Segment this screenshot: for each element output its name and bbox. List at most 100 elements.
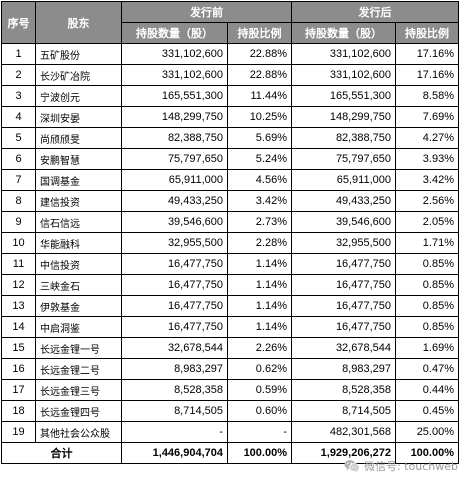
cell-seq: 13: [1, 295, 36, 317]
cell-seq: 11: [1, 253, 36, 275]
cell-holder: 其他社会公众股: [35, 421, 122, 443]
cell-after-ratio: 7.69%: [395, 106, 459, 128]
shareholder-table: 序号 股东 发行前 发行后 持股数量（股） 持股比例 持股数量（股） 持股比例 …: [1, 1, 459, 464]
cell-seq: 9: [1, 211, 36, 233]
header-holder: 股东: [35, 1, 122, 44]
table-row: 11 中信投资 16,477,750 1.14% 16,477,750 0.85%: [1, 253, 459, 275]
cell-after-shares: 8,983,297: [291, 358, 396, 380]
cell-after-shares: 331,102,600: [291, 43, 396, 65]
cell-before-ratio: 10.25%: [227, 106, 292, 128]
cell-before-shares: 8,714,505: [121, 400, 228, 422]
cell-seq: 15: [1, 337, 36, 359]
cell-holder: 华能融科: [35, 232, 122, 254]
cell-after-shares: 165,551,300: [291, 85, 396, 107]
cell-holder: 长远金锂四号: [35, 400, 122, 422]
cell-seq: 6: [1, 148, 36, 170]
table-row: 7 国调基金 65,911,000 4.56% 65,911,000 3.42%: [1, 169, 459, 191]
cell-before-ratio: 22.88%: [227, 64, 292, 86]
cell-after-shares: 331,102,600: [291, 64, 396, 86]
cell-holder: 深圳安晏: [35, 106, 122, 128]
header-after: 发行后: [291, 1, 459, 23]
cell-after-ratio: 25.00%: [395, 421, 459, 443]
cell-seq: 12: [1, 274, 36, 296]
watermark-text: 微信号: touchweb: [364, 460, 458, 473]
cell-before-ratio: 1.14%: [227, 316, 292, 338]
header-before-shares: 持股数量（股）: [121, 22, 228, 44]
cell-before-ratio: 2.26%: [227, 337, 292, 359]
cell-seq: 16: [1, 358, 36, 380]
cell-before-shares: 16,477,750: [121, 253, 228, 275]
cell-holder: 建信投资: [35, 190, 122, 212]
cell-after-ratio: 0.85%: [395, 274, 459, 296]
cell-before-shares: 39,546,600: [121, 211, 228, 233]
cell-holder: 中信投资: [35, 253, 122, 275]
cell-seq: 18: [1, 400, 36, 422]
table-row: 3 宁波创元 165,551,300 11.44% 165,551,300 8.58%: [1, 85, 459, 107]
cell-before-ratio: -: [227, 421, 292, 443]
cell-after-shares: 32,678,544: [291, 337, 396, 359]
cell-after-shares: 39,546,600: [291, 211, 396, 233]
table-row: 8 建信投资 49,433,250 3.42% 49,433,250 2.56%: [1, 190, 459, 212]
cell-holder: 尚颀颀旻: [35, 127, 122, 149]
cell-seq: 7: [1, 169, 36, 191]
table-row: 16 长远金锂二号 8,983,297 0.62% 8,983,297 0.47%: [1, 358, 459, 380]
table-row: 9 信石信远 39,546,600 2.73% 39,546,600 2.05%: [1, 211, 459, 233]
table-header: 序号 股东 发行前 发行后 持股数量（股） 持股比例 持股数量（股） 持股比例: [1, 1, 459, 44]
watermark: 微信号: touchweb: [344, 458, 458, 474]
table-row: 4 深圳安晏 148,299,750 10.25% 148,299,750 7.69%: [1, 106, 459, 128]
table-body: 1 五矿股份 331,102,600 22.88% 331,102,600 17.16% 2…: [1, 43, 459, 464]
cell-after-shares: 482,301,568: [291, 421, 396, 443]
total-label: 合计: [1, 442, 122, 464]
cell-after-shares: 16,477,750: [291, 295, 396, 317]
table-row: 2 长沙矿冶院 331,102,600 22.88% 331,102,600 17.16%: [1, 64, 459, 86]
cell-before-ratio: 0.59%: [227, 379, 292, 401]
total-after-ratio: 100.00%: [395, 442, 459, 464]
cell-before-shares: 165,551,300: [121, 85, 228, 107]
cell-after-shares: 65,911,000: [291, 169, 396, 191]
table-row: 10 华能融科 32,955,500 2.28% 32,955,500 1.71%: [1, 232, 459, 254]
cell-before-shares: 16,477,750: [121, 274, 228, 296]
cell-before-shares: 65,911,000: [121, 169, 228, 191]
cell-before-shares: 32,955,500: [121, 232, 228, 254]
cell-before-shares: 16,477,750: [121, 316, 228, 338]
cell-after-shares: 49,433,250: [291, 190, 396, 212]
cell-after-ratio: 0.85%: [395, 295, 459, 317]
cell-holder: 安鹏智慧: [35, 148, 122, 170]
cell-before-ratio: 0.62%: [227, 358, 292, 380]
cell-before-shares: 49,433,250: [121, 190, 228, 212]
header-after-ratio: 持股比例: [395, 22, 459, 44]
cell-after-shares: 16,477,750: [291, 316, 396, 338]
cell-after-ratio: 2.05%: [395, 211, 459, 233]
cell-before-ratio: 1.14%: [227, 253, 292, 275]
cell-after-ratio: 3.42%: [395, 169, 459, 191]
cell-holder: 长远金锂一号: [35, 337, 122, 359]
cell-after-ratio: 4.27%: [395, 127, 459, 149]
cell-after-ratio: 0.47%: [395, 358, 459, 380]
cell-before-ratio: 0.60%: [227, 400, 292, 422]
header-seq: 序号: [1, 1, 36, 44]
cell-after-ratio: 0.85%: [395, 253, 459, 275]
cell-before-ratio: 4.56%: [227, 169, 292, 191]
cell-after-shares: 75,797,650: [291, 148, 396, 170]
cell-before-ratio: 2.73%: [227, 211, 292, 233]
cell-holder: 伊敦基金: [35, 295, 122, 317]
cell-seq: 14: [1, 316, 36, 338]
cell-holder: 信石信远: [35, 211, 122, 233]
total-before-ratio: 100.00%: [227, 442, 292, 464]
header-before-ratio: 持股比例: [227, 22, 292, 44]
cell-seq: 3: [1, 85, 36, 107]
cell-seq: 10: [1, 232, 36, 254]
wechat-icon: [344, 460, 360, 473]
cell-seq: 8: [1, 190, 36, 212]
cell-after-shares: 16,477,750: [291, 253, 396, 275]
cell-before-ratio: 5.69%: [227, 127, 292, 149]
cell-after-ratio: 1.69%: [395, 337, 459, 359]
cell-holder: 长远金锂三号: [35, 379, 122, 401]
cell-before-shares: 331,102,600: [121, 64, 228, 86]
header-after-shares: 持股数量（股）: [291, 22, 396, 44]
cell-before-ratio: 5.24%: [227, 148, 292, 170]
cell-before-ratio: 22.88%: [227, 43, 292, 65]
cell-after-shares: 16,477,750: [291, 274, 396, 296]
table-row: 14 中启洞鉴 16,477,750 1.14% 16,477,750 0.85%: [1, 316, 459, 338]
cell-after-ratio: 17.16%: [395, 64, 459, 86]
